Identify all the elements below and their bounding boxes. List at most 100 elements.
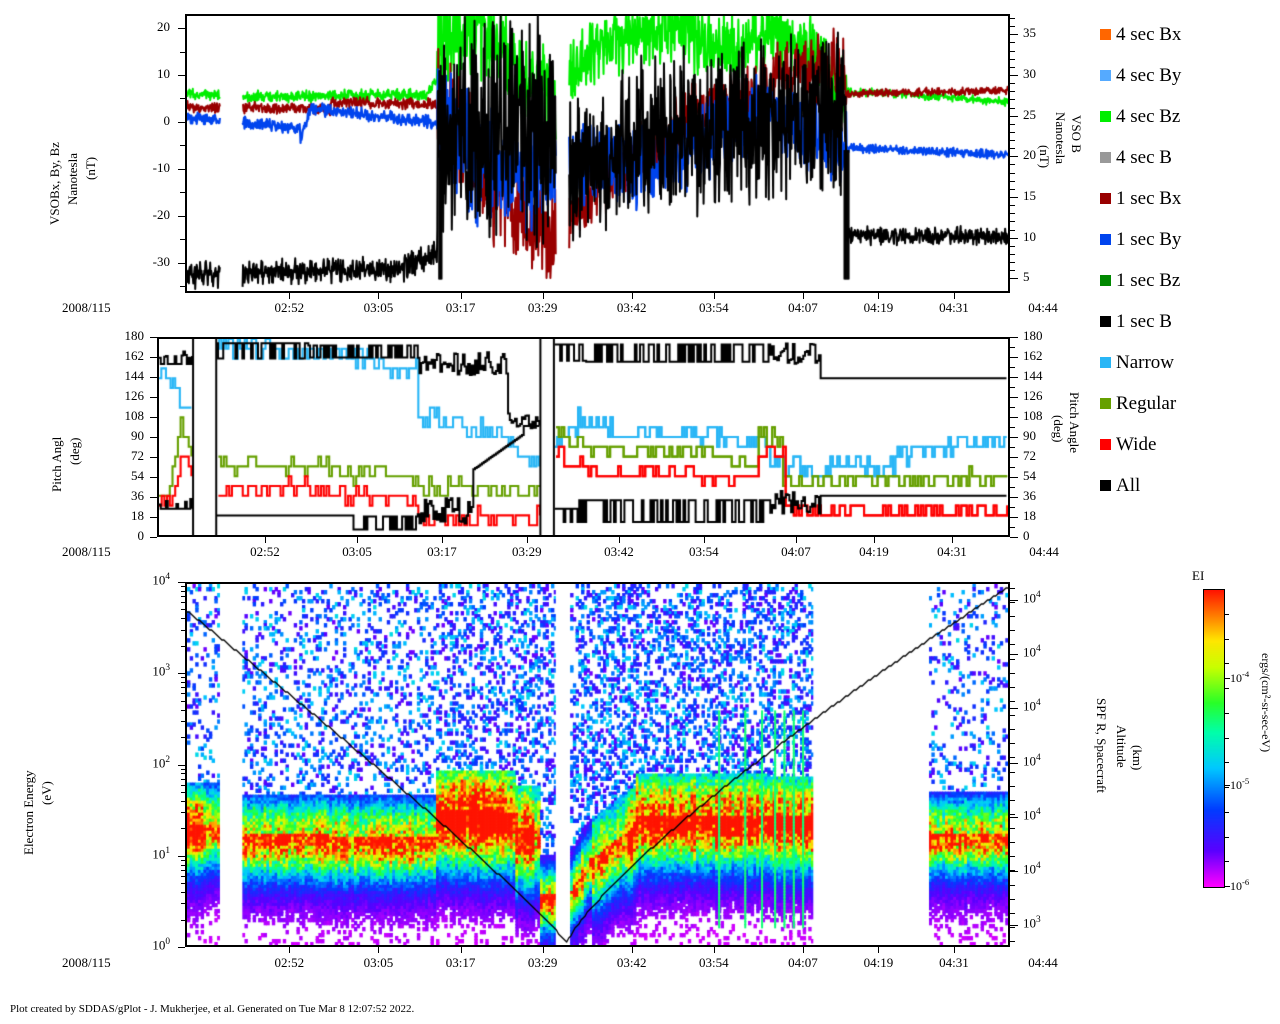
legend-label: Narrow — [1116, 351, 1175, 373]
legend-swatch-icon — [1100, 193, 1111, 204]
tick-mark — [181, 865, 185, 866]
tick-mark — [150, 457, 157, 458]
tick-mark — [178, 765, 185, 766]
legend-item[interactable]: All — [1100, 465, 1280, 506]
mag-right-tick-label: 35 — [1023, 25, 1036, 41]
time-tick-label: 03:29 — [511, 544, 542, 559]
tick-mark — [1010, 687, 1015, 688]
tick-mark — [1010, 357, 1018, 358]
legend-label: 1 sec Bx — [1116, 187, 1182, 209]
pitch-left-tick-label: 162 — [124, 348, 145, 363]
spec-right-tick-label: 104 — [1023, 806, 1041, 822]
tick-mark — [1010, 477, 1018, 478]
tick-mark — [1010, 91, 1015, 92]
tick-mark — [1010, 230, 1015, 231]
pitch-right-tick-label: 162 — [1023, 348, 1043, 363]
tick-mark — [632, 947, 633, 953]
tick-mark — [1010, 856, 1015, 857]
tick-mark — [181, 710, 185, 711]
tick-mark — [181, 618, 185, 619]
mag-right-tick-label: 20 — [1023, 147, 1036, 163]
tick-mark — [1010, 278, 1018, 279]
time-tick-label: 04:07 — [781, 544, 811, 559]
tick-mark — [178, 582, 185, 583]
pitch-date-label: 2008/115 — [62, 544, 111, 559]
tick-mark — [181, 792, 185, 793]
spec-left-tick-label: 101 — [152, 845, 170, 862]
panel-magnetic-field: VSOBx, By, Bz Nanotesla (nT) 20 10 0 -10 -20… — [0, 0, 1084, 320]
tick-mark — [1010, 367, 1015, 368]
pitch-left-tick-label: 180 — [124, 328, 145, 343]
tick-mark — [180, 239, 185, 240]
tick-mark — [1010, 763, 1018, 764]
tick-mark — [1010, 347, 1015, 348]
legend-item[interactable]: 4 sec Bz — [1100, 96, 1280, 137]
tick-mark — [1010, 659, 1015, 660]
pitch-left-tick-label: 108 — [124, 408, 145, 423]
tick-mark — [178, 856, 185, 857]
tick-mark — [150, 517, 157, 518]
legend-item[interactable]: 1 sec Bx — [1100, 178, 1280, 219]
tick-mark — [1010, 18, 1015, 19]
time-tick-label: 04:31 — [937, 544, 967, 559]
tick-mark — [714, 947, 715, 953]
tick-mark — [1010, 925, 1018, 926]
tick-mark — [150, 397, 157, 398]
tick-mark — [1010, 397, 1018, 398]
tick-mark — [1010, 757, 1015, 758]
pitch-ylabel-left-line2: (deg) — [67, 437, 82, 465]
pitch-left-tick-label: 126 — [124, 388, 145, 403]
legend-item[interactable]: 4 sec By — [1100, 55, 1280, 96]
tick-mark — [1010, 164, 1015, 165]
spec-right-tick-label: 103 — [1023, 915, 1041, 931]
time-tick-label: 03:54 — [688, 544, 719, 559]
tick-mark — [1010, 537, 1018, 538]
time-tick-label: 03:29 — [527, 955, 558, 970]
pitch-right-tick-label: 126 — [1023, 388, 1043, 403]
spec-ylabel-left-line1: Electron Energy — [21, 770, 36, 855]
tick-mark — [181, 586, 185, 587]
tick-mark — [178, 673, 185, 674]
spec-ylabel-right-line1: SPF R, Spacecraft — [1093, 698, 1109, 793]
legend-item[interactable]: Wide — [1100, 424, 1280, 465]
spec-left-tick-label: 100 — [152, 937, 170, 953]
tick-mark — [1010, 743, 1015, 744]
tick-mark — [1224, 886, 1230, 887]
tick-mark — [181, 693, 185, 694]
tick-mark — [1010, 26, 1015, 27]
legend-item[interactable]: 1 sec B — [1100, 301, 1280, 342]
tick-mark — [150, 417, 157, 418]
tick-mark — [181, 701, 185, 702]
tick-mark — [461, 293, 462, 299]
tick-mark — [181, 892, 185, 893]
tick-mark — [1010, 262, 1015, 263]
pitch-right-tick-label: 18 — [1023, 508, 1036, 523]
legend-item[interactable]: 4 sec B — [1100, 137, 1280, 178]
spec-right-tick-label: 104 — [1023, 752, 1041, 768]
time-tick-label: 03:42 — [604, 544, 634, 559]
time-tick-label: 04:31 — [939, 955, 969, 970]
tick-mark — [180, 286, 185, 287]
tick-mark — [1224, 663, 1229, 664]
tick-mark — [181, 682, 185, 683]
tick-mark — [1010, 870, 1015, 871]
tick-mark — [1010, 83, 1015, 84]
legend-item[interactable]: 1 sec By — [1100, 219, 1280, 260]
legend-item[interactable]: 4 sec Bx — [1100, 14, 1280, 55]
legend-item[interactable]: Narrow — [1100, 342, 1280, 383]
spec-ylabel-right-line3: (km) — [1129, 745, 1145, 771]
spec-ylabel-right-line2: Altitude — [1113, 725, 1129, 768]
tick-mark — [178, 28, 185, 29]
legend-swatch-icon — [1100, 70, 1111, 81]
legend-swatch-icon — [1100, 152, 1111, 163]
spec-plot-canvas — [187, 584, 1008, 945]
mag-left-tick-label: 20 — [157, 19, 170, 35]
tick-mark — [180, 145, 185, 146]
time-tick-label: 03:05 — [342, 544, 372, 559]
tick-mark — [1010, 447, 1015, 448]
tick-mark — [1010, 517, 1018, 518]
tick-mark — [378, 293, 379, 299]
legend-item[interactable]: 1 sec Bz — [1100, 260, 1280, 301]
legend-item[interactable]: Regular — [1100, 383, 1280, 424]
legend: 4 sec Bx 4 sec By 4 sec Bz 4 sec B 1 sec Bx 1… — [1100, 14, 1280, 514]
